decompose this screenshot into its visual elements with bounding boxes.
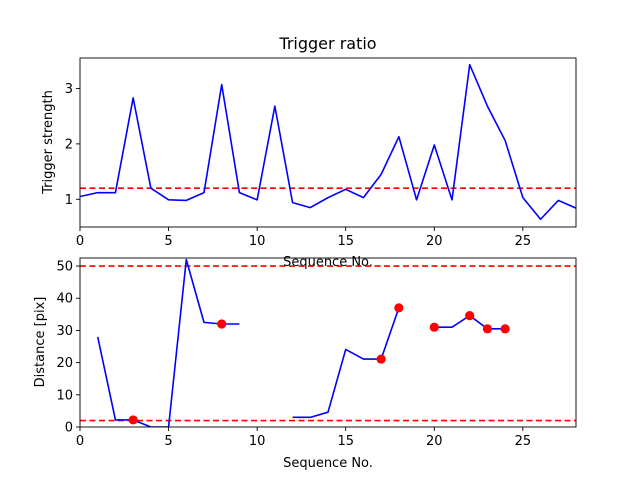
bottom-x-tick-label: 25 bbox=[515, 434, 532, 449]
top-x-tick-label: 10 bbox=[249, 234, 266, 249]
bottom-axes-frame bbox=[79, 257, 577, 428]
top-series-line-0 bbox=[80, 63, 576, 221]
bottom-marker-point bbox=[394, 303, 404, 313]
bottom-marker-point bbox=[482, 324, 493, 334]
bottom-y-tick-label: 50 bbox=[56, 260, 73, 275]
top-x-tick-label: 20 bbox=[426, 234, 443, 249]
bottom-y-axis-label: Distance [pix] bbox=[33, 297, 48, 388]
bottom-y-tick-label: 20 bbox=[56, 356, 73, 371]
bottom-y-tick-label: 30 bbox=[56, 324, 73, 339]
top-chart: 0 5 10 15 20 25 1 2 3 bbox=[65, 57, 577, 249]
top-y-tick-label: 3 bbox=[65, 82, 73, 97]
bottom-x-tick-label: 20 bbox=[426, 434, 443, 449]
bottom-x-tick-label: 0 bbox=[76, 434, 84, 449]
bottom-marker-point bbox=[376, 354, 386, 364]
bottom-x-axis-label: Sequence No. bbox=[283, 456, 373, 471]
top-x-tick-label: 25 bbox=[515, 234, 532, 249]
bottom-x-tick-label: 5 bbox=[164, 434, 172, 449]
bottom-y-tick-label: 40 bbox=[56, 292, 73, 307]
top-y-tick-label: 2 bbox=[65, 137, 73, 152]
top-y-axis-label: Trigger strength bbox=[41, 90, 56, 195]
top-x-axis-label: Sequence No. bbox=[283, 255, 373, 270]
bottom-marker-point bbox=[128, 415, 138, 425]
bottom-marker-point bbox=[465, 311, 475, 321]
bottom-marker-point bbox=[217, 319, 227, 329]
bottom-y-tick-label: 0 bbox=[65, 421, 73, 436]
chart-title: Trigger ratio bbox=[278, 34, 376, 53]
bottom-marker-point bbox=[429, 322, 439, 332]
top-x-tick-label: 5 bbox=[164, 234, 172, 249]
top-x-tick-label: 0 bbox=[76, 234, 84, 249]
bottom-chart: 0 5 10 15 20 25 0 10 20 30 40 50 bbox=[56, 257, 577, 449]
bottom-x-tick-label: 10 bbox=[249, 434, 266, 449]
bottom-x-tick-label: 15 bbox=[337, 434, 354, 449]
top-y-tick-label: 1 bbox=[65, 193, 73, 208]
bottom-marker-point bbox=[500, 324, 510, 334]
top-axes-frame bbox=[79, 57, 577, 228]
bottom-y-tick-label: 10 bbox=[56, 388, 73, 403]
top-x-tick-label: 15 bbox=[337, 234, 354, 249]
